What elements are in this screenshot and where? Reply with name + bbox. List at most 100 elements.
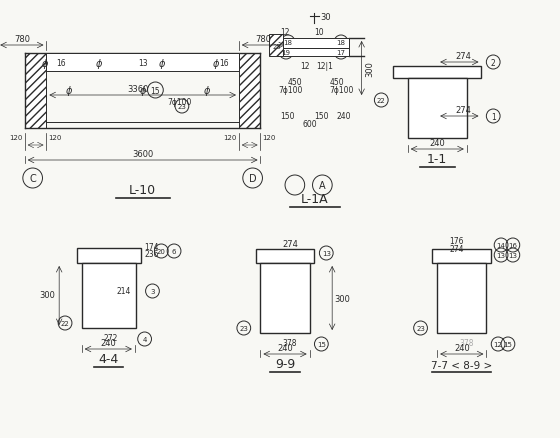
Text: 240: 240: [454, 343, 470, 352]
Bar: [283, 39, 349, 49]
Text: 20: 20: [157, 248, 166, 254]
Text: 14: 14: [497, 243, 506, 248]
Text: 274: 274: [456, 52, 472, 61]
Text: ɸ: ɸ: [139, 86, 146, 96]
Circle shape: [473, 311, 478, 316]
Text: 274: 274: [456, 106, 472, 115]
Text: 23: 23: [178, 104, 186, 110]
Text: 600: 600: [302, 120, 317, 129]
Circle shape: [90, 303, 95, 308]
Circle shape: [122, 318, 127, 323]
Text: 16: 16: [508, 243, 517, 248]
Circle shape: [473, 275, 478, 280]
Bar: [393, 67, 482, 79]
Text: 23: 23: [239, 325, 248, 331]
Text: 25: 25: [273, 44, 282, 50]
Circle shape: [122, 273, 127, 278]
Circle shape: [418, 92, 424, 98]
Text: 13: 13: [508, 252, 517, 258]
Bar: [437, 263, 486, 333]
Circle shape: [269, 311, 274, 316]
Text: 780: 780: [14, 35, 30, 44]
Text: 7-7 < 8-9 >: 7-7 < 8-9 >: [431, 360, 492, 370]
Text: 780: 780: [255, 35, 272, 44]
Circle shape: [269, 275, 274, 280]
Bar: [25, 54, 46, 129]
Text: ɸ: ɸ: [66, 86, 72, 96]
Text: 120: 120: [48, 135, 62, 141]
Text: 15: 15: [151, 86, 160, 95]
Bar: [82, 263, 136, 328]
Text: 150: 150: [281, 112, 295, 121]
Text: 214: 214: [116, 286, 130, 295]
Text: 1-1: 1-1: [427, 153, 447, 166]
Text: 450: 450: [329, 78, 344, 87]
Text: 7ɸ100: 7ɸ100: [167, 98, 192, 107]
Bar: [239, 54, 260, 129]
Text: A: A: [319, 180, 326, 191]
Text: 17: 17: [337, 50, 346, 56]
Text: 12|1: 12|1: [316, 62, 333, 71]
Bar: [408, 79, 466, 139]
Text: 3600: 3600: [132, 150, 153, 159]
Text: D: D: [249, 173, 256, 184]
Text: 3: 3: [150, 288, 155, 294]
Text: 22: 22: [60, 320, 69, 326]
Circle shape: [296, 275, 301, 280]
Text: 236: 236: [144, 249, 159, 258]
Text: 176: 176: [450, 237, 464, 245]
Text: 240: 240: [336, 112, 351, 121]
Text: 13: 13: [497, 252, 506, 258]
Circle shape: [296, 311, 301, 316]
Text: 300: 300: [39, 291, 55, 300]
Text: 120: 120: [223, 135, 237, 141]
Text: 6: 6: [172, 248, 176, 254]
Text: ɸ: ɸ: [213, 59, 220, 69]
Text: 300: 300: [334, 294, 350, 303]
Text: 12: 12: [300, 62, 310, 71]
Text: ɸ: ɸ: [159, 59, 165, 69]
Text: 10: 10: [315, 28, 324, 37]
Text: L-10: L-10: [129, 184, 156, 197]
Text: 274: 274: [282, 240, 298, 248]
Text: 13: 13: [138, 60, 147, 68]
Text: 30: 30: [320, 12, 331, 21]
Text: 450: 450: [288, 78, 303, 87]
Text: 3360: 3360: [127, 85, 148, 94]
Bar: [283, 49, 349, 57]
Circle shape: [122, 303, 127, 308]
Text: 272: 272: [103, 333, 118, 342]
Text: 16: 16: [220, 60, 229, 68]
Text: 23: 23: [416, 325, 425, 331]
Text: 1: 1: [491, 112, 496, 121]
Text: 2: 2: [491, 58, 496, 67]
Text: 15: 15: [503, 341, 512, 347]
Text: L-1A: L-1A: [301, 193, 328, 205]
Bar: [255, 249, 315, 263]
Text: 15: 15: [317, 341, 326, 347]
Text: ɸ: ɸ: [203, 86, 209, 96]
Circle shape: [450, 122, 456, 128]
Bar: [260, 263, 310, 333]
Bar: [432, 249, 491, 263]
Text: 378: 378: [283, 338, 297, 347]
Text: ɸ: ɸ: [41, 59, 48, 69]
Text: 378: 378: [459, 338, 474, 347]
Text: 12: 12: [281, 28, 290, 37]
Circle shape: [446, 275, 450, 280]
Text: 7ɸ100: 7ɸ100: [329, 86, 353, 95]
Text: 12: 12: [494, 341, 502, 347]
Text: ɸ: ɸ: [95, 59, 102, 69]
Text: 150: 150: [315, 112, 329, 121]
Text: 300: 300: [366, 61, 375, 77]
Text: 7ɸ100: 7ɸ100: [278, 86, 303, 95]
Text: 16: 16: [57, 60, 66, 68]
Text: 120: 120: [10, 135, 23, 141]
Bar: [269, 35, 283, 57]
Text: 4: 4: [142, 336, 147, 342]
Text: 240: 240: [277, 343, 293, 352]
Circle shape: [90, 318, 95, 323]
Text: 120: 120: [263, 135, 276, 141]
Text: 19: 19: [282, 50, 291, 56]
Text: 240: 240: [100, 338, 116, 347]
